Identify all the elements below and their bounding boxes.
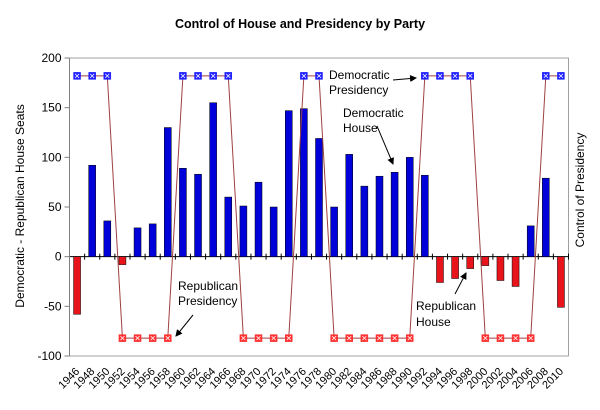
democratic-presidency-marker: [103, 72, 112, 80]
democratic-presidency-marker: [179, 72, 187, 80]
annotation-arrow: [392, 75, 417, 83]
annotation-arrow: [376, 125, 394, 165]
bar: [526, 225, 535, 257]
republican-presidency-marker: [360, 334, 369, 342]
y-tick-label: 0: [55, 250, 62, 264]
bar: [73, 256, 81, 315]
bar: [542, 177, 550, 257]
bar: [421, 174, 429, 257]
annotation-democratic-presidency: Democratic Presidency: [329, 68, 417, 97]
republican-presidency-marker: [133, 334, 142, 342]
bar: [118, 256, 127, 265]
bar: [360, 185, 369, 257]
republican-presidency-marker: [330, 334, 338, 342]
bar: [269, 206, 278, 257]
bar: [209, 102, 217, 257]
annotation-arrow: [454, 272, 467, 295]
bar: [133, 227, 142, 257]
bar: [164, 127, 172, 257]
annotation-line: House: [416, 315, 451, 329]
republican-presidency-marker: [118, 334, 127, 342]
republican-presidency-marker: [405, 334, 414, 342]
annotation-democratic-house: Democratic House: [343, 106, 404, 165]
bar: [451, 256, 459, 279]
bar: [254, 181, 263, 257]
annotation-republican-presidency: Republican Presidency: [175, 279, 238, 337]
republican-presidency-marker: [164, 334, 172, 342]
y-tick-label: -100: [37, 349, 61, 363]
bar: [496, 256, 505, 281]
democratic-presidency-marker: [88, 72, 96, 80]
bar: [88, 165, 96, 257]
annotation-line: Democratic: [329, 68, 390, 82]
bar: [179, 168, 187, 257]
bar: [103, 220, 112, 257]
republican-presidency-marker: [496, 334, 505, 342]
chart-title: Control of House and Presidency by Party: [175, 17, 425, 31]
bar-series: [73, 102, 565, 315]
democratic-presidency-marker: [436, 72, 444, 80]
annotation-line: Presidency: [178, 294, 237, 308]
bar: [511, 256, 520, 287]
bar: [300, 108, 308, 257]
annotation-republican-house: Republican House: [416, 272, 476, 329]
bar: [285, 110, 293, 257]
bar: [375, 175, 384, 257]
democratic-presidency-marker: [451, 72, 459, 80]
democratic-presidency-marker: [466, 72, 474, 80]
democratic-presidency-marker: [315, 72, 323, 80]
bar: [148, 223, 157, 257]
republican-presidency-marker: [239, 334, 248, 342]
bar: [194, 173, 202, 257]
bar: [557, 256, 565, 308]
bar: [405, 157, 414, 257]
y-axis-label: Democratic - Republican House Seats: [13, 104, 27, 307]
republican-presidency-marker: [526, 334, 535, 342]
bar: [239, 205, 248, 257]
y-axis: 200 150 100 50 0 -50 -100: [37, 51, 70, 363]
democratic-presidency-marker: [224, 72, 233, 80]
republican-presidency-marker: [375, 334, 384, 342]
democratic-presidency-marker: [73, 72, 81, 80]
presidency-series: [73, 72, 565, 342]
y-tick-label: 200: [41, 51, 61, 65]
y-tick-label: 100: [41, 150, 61, 164]
annotation-line: Republican: [178, 279, 238, 293]
bar: [390, 171, 399, 257]
annotation-line: Democratic: [343, 106, 404, 120]
republican-presidency-marker: [254, 334, 263, 342]
bar: [315, 138, 323, 257]
annotation-line: Presidency: [329, 83, 388, 97]
bar: [436, 256, 444, 283]
democratic-presidency-marker: [557, 72, 565, 80]
democratic-presidency-marker: [209, 72, 217, 80]
annotation-line: Republican: [416, 299, 476, 313]
democratic-presidency-marker: [421, 72, 429, 80]
bar: [330, 206, 338, 257]
republican-presidency-marker: [269, 334, 278, 342]
republican-presidency-marker: [481, 334, 490, 342]
republican-presidency-marker: [148, 334, 157, 342]
y2-axis-label: Control of Presidency: [573, 133, 587, 248]
bar: [481, 256, 490, 266]
democratic-presidency-marker: [300, 72, 308, 80]
republican-presidency-marker: [511, 334, 520, 342]
y-tick-label: 50: [48, 200, 62, 214]
annotation-arrow: [175, 314, 194, 337]
bar: [224, 196, 233, 257]
annotation-line: House: [343, 121, 378, 135]
bar: [466, 256, 474, 269]
republican-presidency-marker: [345, 334, 353, 342]
republican-presidency-marker: [390, 334, 399, 342]
y-tick-label: 150: [41, 101, 61, 115]
y-tick-label: -50: [44, 299, 62, 313]
democratic-presidency-marker: [542, 72, 550, 80]
republican-presidency-marker: [285, 334, 293, 342]
bar: [345, 154, 353, 257]
democratic-presidency-marker: [194, 72, 202, 80]
